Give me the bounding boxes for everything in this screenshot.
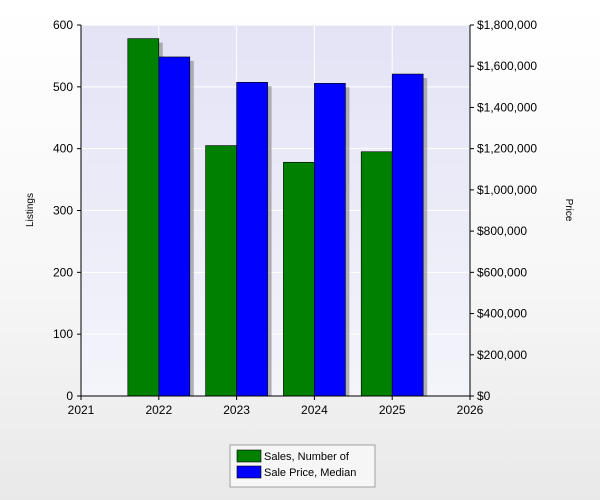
left-axis-ticks: 0 100 200 300 400 500 600 <box>53 18 81 403</box>
bar-price-2023 <box>236 81 268 397</box>
right-axis-ticks: $0 $200,000 $400,000 $600,000 $800,000 $1,000… <box>470 18 537 403</box>
y-axis-title-left: Listings <box>25 193 36 227</box>
right-tick-label: $1,800,000 <box>477 18 537 32</box>
bar-price-2022 <box>158 56 191 397</box>
left-tick-label: 200 <box>53 265 73 279</box>
x-axis-ticks: 2021 2022 2023 2024 2025 2026 <box>68 396 484 417</box>
bar-sales-2023 <box>205 145 237 397</box>
left-tick-label: 400 <box>53 142 73 156</box>
x-tick-label: 2023 <box>223 403 250 417</box>
right-tick-label: $800,000 <box>477 224 527 238</box>
legend-swatch-price <box>236 465 262 479</box>
right-tick-label: $1,600,000 <box>477 59 537 73</box>
right-tick-label: $0 <box>477 389 491 403</box>
bar-sales-2025 <box>360 151 393 397</box>
left-tick-label: 100 <box>53 327 73 341</box>
bars <box>127 38 428 397</box>
legend-label-price: Sale Price, Median <box>264 467 356 479</box>
left-tick-label: 600 <box>53 18 73 32</box>
x-tick-label: 2026 <box>457 403 484 417</box>
left-tick-label: 500 <box>53 80 73 94</box>
bar-price-2025 <box>391 73 424 397</box>
left-tick-label: 300 <box>53 204 73 218</box>
legend-label-sales: Sales, Number of <box>264 451 350 463</box>
right-tick-label: $1,000,000 <box>477 183 537 197</box>
x-tick-label: 2025 <box>379 403 406 417</box>
legend-swatch-sales <box>236 449 262 463</box>
bar-price-2024 <box>314 83 346 397</box>
bar-sales-2024 <box>283 161 315 397</box>
right-tick-label: $600,000 <box>477 265 527 279</box>
legend: Sales, Number of Sale Price, Median <box>229 444 376 488</box>
right-tick-label: $200,000 <box>477 348 527 362</box>
left-tick-label: 0 <box>66 389 73 403</box>
x-tick-label: 2022 <box>145 403 172 417</box>
right-tick-label: $400,000 <box>477 307 527 321</box>
x-tick-label: 2024 <box>301 403 328 417</box>
right-tick-label: $1,400,000 <box>477 100 537 114</box>
y-axis-title-right: Price <box>563 199 574 222</box>
right-tick-label: $1,200,000 <box>477 142 537 156</box>
x-tick-label: 2021 <box>68 403 95 417</box>
bar-sales-2022 <box>127 38 160 397</box>
